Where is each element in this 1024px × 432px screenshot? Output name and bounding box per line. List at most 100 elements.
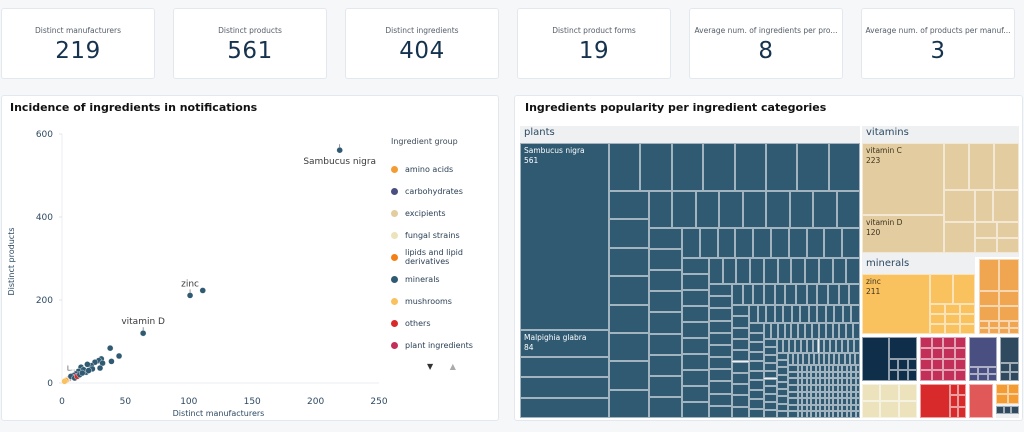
- treemap-cell[interactable]: [837, 371, 843, 379]
- treemap-cell[interactable]: [749, 389, 764, 399]
- treemap-cell[interactable]: [798, 353, 804, 365]
- treemap-group-unlabelled[interactable]: [862, 337, 917, 381]
- treemap-group-plants[interactable]: plants Sambucus nigra 561 Malpighia glabra 8…: [520, 126, 860, 418]
- treemap-cell[interactable]: [811, 411, 816, 418]
- treemap-cell[interactable]: [803, 353, 809, 365]
- treemap-cell[interactable]: [846, 391, 852, 399]
- scatter-point[interactable]: [96, 364, 104, 372]
- treemap-cell[interactable]: [811, 371, 816, 379]
- treemap-cell[interactable]: [954, 348, 966, 359]
- treemap-cell[interactable]: [846, 378, 852, 385]
- treemap-cell[interactable]: [846, 365, 852, 372]
- treemap-cell[interactable]: [802, 371, 807, 379]
- legend-page-up-icon[interactable]: ▲: [449, 362, 456, 371]
- legend-page-down-icon[interactable]: ▼: [427, 362, 434, 371]
- treemap-cell[interactable]: [811, 378, 816, 385]
- treemap-cell[interactable]: [833, 411, 838, 418]
- treemap-cell[interactable]: [764, 346, 777, 355]
- treemap-cell[interactable]: [853, 323, 860, 339]
- treemap-cell[interactable]: [829, 404, 834, 412]
- treemap-cell[interactable]: [719, 191, 743, 228]
- treemap-cell[interactable]: [798, 323, 806, 339]
- treemap-cell[interactable]: [777, 360, 788, 368]
- scatter-point[interactable]: [139, 329, 147, 337]
- treemap-cell[interactable]: [791, 258, 806, 284]
- scatter-point[interactable]: [106, 344, 114, 352]
- treemap-cell[interactable]: [765, 143, 798, 191]
- treemap-cell[interactable]: [753, 284, 764, 305]
- legend-item[interactable]: plant ingredients: [391, 334, 501, 356]
- treemap-cell[interactable]: [788, 353, 794, 365]
- treemap-group-unlabelled[interactable]: [969, 384, 993, 418]
- treemap-cell[interactable]: [999, 321, 1009, 328]
- treemap-cell[interactable]: [811, 391, 816, 399]
- treemap-cell[interactable]: [996, 406, 1004, 414]
- treemap-cell[interactable]: [1011, 406, 1019, 414]
- treemap-cell[interactable]: [749, 408, 764, 418]
- treemap-cell[interactable]: [732, 327, 749, 339]
- treemap-cell[interactable]: [709, 308, 732, 321]
- treemap-cell[interactable]: [844, 353, 850, 365]
- treemap-cell[interactable]: [837, 378, 843, 385]
- treemap-cell[interactable]: [993, 190, 1019, 222]
- treemap-cell[interactable]: [846, 404, 852, 412]
- treemap-cell[interactable]: [851, 384, 856, 392]
- treemap-cell[interactable]: [764, 339, 777, 347]
- treemap-cell[interactable]: [950, 395, 958, 407]
- treemap-cell[interactable]: [777, 396, 788, 404]
- treemap-cell[interactable]: [943, 348, 955, 359]
- treemap-cell[interactable]: [520, 377, 609, 398]
- treemap-cell[interactable]: [851, 398, 856, 405]
- treemap-cell[interactable]: [649, 191, 673, 228]
- treemap-cell[interactable]: [671, 143, 704, 191]
- treemap-cell[interactable]: [975, 190, 993, 222]
- treemap-cell[interactable]: [777, 381, 788, 390]
- treemap-cell[interactable]: [774, 284, 786, 305]
- treemap-cell[interactable]: [958, 395, 966, 407]
- treemap-cell[interactable]: [1009, 321, 1019, 328]
- treemap-cell[interactable]: [806, 398, 812, 405]
- treemap-cell[interactable]: [649, 270, 682, 292]
- treemap-cell[interactable]: [783, 305, 792, 323]
- treemap-cell[interactable]: [820, 404, 825, 412]
- treemap-cell[interactable]: [842, 398, 847, 405]
- treemap-cell[interactable]: [855, 365, 860, 372]
- treemap-cell[interactable]: [764, 354, 777, 363]
- treemap-cell[interactable]: [820, 365, 825, 372]
- treemap-cell[interactable]: [797, 143, 829, 191]
- treemap-cell[interactable]: [798, 391, 803, 399]
- treemap-cell[interactable]: [969, 143, 994, 190]
- treemap-cell[interactable]: [979, 327, 989, 334]
- treemap-cell[interactable]: [764, 323, 771, 339]
- treemap-cell[interactable]: [855, 404, 860, 412]
- treemap-cell[interactable]: [777, 374, 788, 382]
- treemap-cell[interactable]: [777, 323, 785, 339]
- treemap-cell[interactable]: [862, 384, 881, 401]
- treemap-cell[interactable]: [520, 397, 609, 418]
- treemap-cell[interactable]: [798, 371, 803, 379]
- treemap-cell[interactable]: [764, 370, 777, 379]
- treemap-cell[interactable]: [774, 305, 784, 323]
- treemap-cell[interactable]: [806, 411, 812, 418]
- treemap-cell[interactable]: [709, 344, 732, 358]
- treemap-cell[interactable]: [520, 357, 609, 378]
- treemap-cell[interactable]: [842, 371, 847, 379]
- treemap-group-vitamins[interactable]: vitamins vitamin C 223 vitamin D 120: [862, 126, 1019, 257]
- treemap-cell[interactable]: [777, 367, 788, 375]
- treemap-cell[interactable]: [818, 258, 833, 284]
- treemap-cell[interactable]: [943, 370, 955, 381]
- treemap-cell[interactable]: [820, 391, 825, 399]
- treemap-cell[interactable]: [699, 228, 718, 258]
- treemap-cell[interactable]: [824, 339, 831, 353]
- treemap-cell[interactable]: [649, 249, 682, 271]
- treemap-cell[interactable]: [846, 258, 860, 284]
- treemap-cell[interactable]: [791, 323, 799, 339]
- treemap-cell[interactable]: [842, 365, 847, 372]
- treemap-cell[interactable]: [777, 353, 788, 361]
- treemap-cell[interactable]: [846, 371, 852, 379]
- treemap-cell[interactable]: [771, 228, 789, 258]
- treemap-cell[interactable]: [833, 365, 838, 372]
- treemap-cell[interactable]: [945, 324, 960, 334]
- treemap-cell[interactable]: [749, 370, 764, 380]
- treemap-cell[interactable]: [958, 406, 966, 418]
